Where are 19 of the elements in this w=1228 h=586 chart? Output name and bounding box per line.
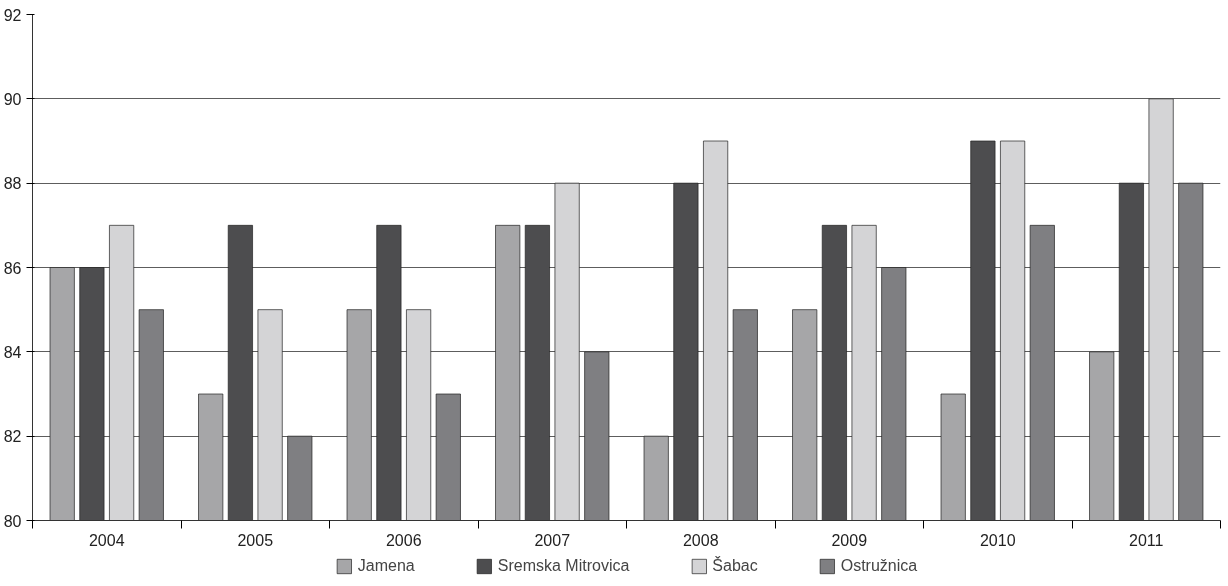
legend-label: Sremska Mitrovica xyxy=(497,557,630,575)
legend-label: Jamena xyxy=(357,557,415,575)
y-tick-label: 90 xyxy=(3,90,22,108)
y-tick-label: 80 xyxy=(3,512,22,530)
y-tick-label: 86 xyxy=(3,259,22,277)
y-tick-label: 84 xyxy=(3,343,22,361)
legend-label: Šabac xyxy=(712,557,758,575)
y-tick-label: 88 xyxy=(3,175,22,193)
x-tick-label: 2011 xyxy=(1129,531,1164,549)
x-tick-label: 2007 xyxy=(534,531,571,549)
x-tick-label: 2009 xyxy=(831,531,868,549)
y-tick-label: 92 xyxy=(3,6,22,24)
x-tick-label: 2010 xyxy=(979,531,1016,549)
x-tick-label: 2005 xyxy=(237,531,274,549)
legend-label: Ostružnica xyxy=(840,557,918,575)
x-tick-label: 2006 xyxy=(385,531,422,549)
x-tick-label: 2008 xyxy=(682,531,719,549)
y-tick-label: 82 xyxy=(3,428,22,446)
x-tick-label: 2004 xyxy=(88,531,125,549)
